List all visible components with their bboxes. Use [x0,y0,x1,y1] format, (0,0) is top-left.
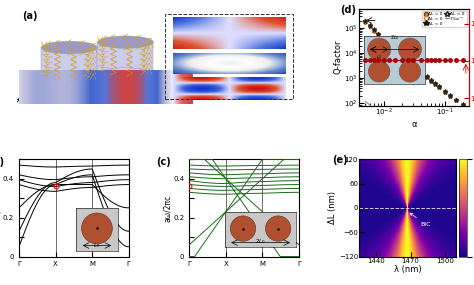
Text: (d): (d) [340,5,356,15]
Y-axis label: Q-factor: Q-factor [334,40,343,74]
Ellipse shape [97,68,154,80]
Y-axis label: aω/2πc: aω/2πc [0,194,1,221]
X-axis label: λ (nm): λ (nm) [394,265,421,274]
Ellipse shape [97,36,154,48]
Text: x: x [33,96,37,102]
Text: (b): (b) [0,157,4,167]
Text: (e): (e) [332,155,348,165]
Legend: ΔL > 0, ΔL > 0 , ΔL < 0, ΔL < 0 , 7.5α⁻²: ΔL > 0, ΔL > 0 , ΔL < 0, ΔL < 0 , 7.5α⁻² [422,11,467,27]
Ellipse shape [41,73,97,86]
Ellipse shape [41,41,97,54]
Y-axis label: aω/2πc: aω/2πc [163,194,172,221]
Text: (c): (c) [156,157,171,167]
Polygon shape [41,47,97,79]
Y-axis label: ΔL (nm): ΔL (nm) [328,192,337,224]
Polygon shape [97,42,154,74]
Text: BIC: BIC [410,213,431,227]
Text: (a): (a) [22,11,37,21]
Text: z: z [20,86,23,92]
X-axis label: α: α [411,120,417,129]
Text: y: y [27,89,31,95]
